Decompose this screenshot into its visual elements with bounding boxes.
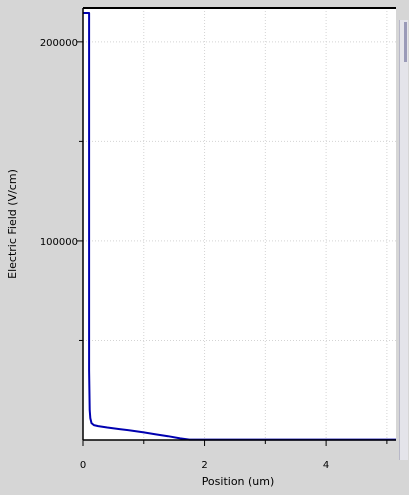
- ticks: 0 2 4 100000 200000: [40, 38, 388, 471]
- x-tick-label: 0: [80, 460, 86, 471]
- plot-area-background: [83, 8, 396, 440]
- y-axis-title: Electric Field (V/cm): [6, 169, 19, 279]
- y-tick-label: 100000: [40, 237, 78, 248]
- x-tick-label: 4: [323, 460, 329, 471]
- grid: [83, 8, 396, 440]
- axes: [82, 7, 396, 441]
- y-tick-label: 200000: [40, 38, 78, 49]
- side-scroll-strip: [399, 20, 408, 460]
- side-scroll-thumb: [404, 22, 407, 62]
- x-tick-label: 2: [201, 460, 207, 471]
- x-axis-title: Position (um): [202, 475, 275, 488]
